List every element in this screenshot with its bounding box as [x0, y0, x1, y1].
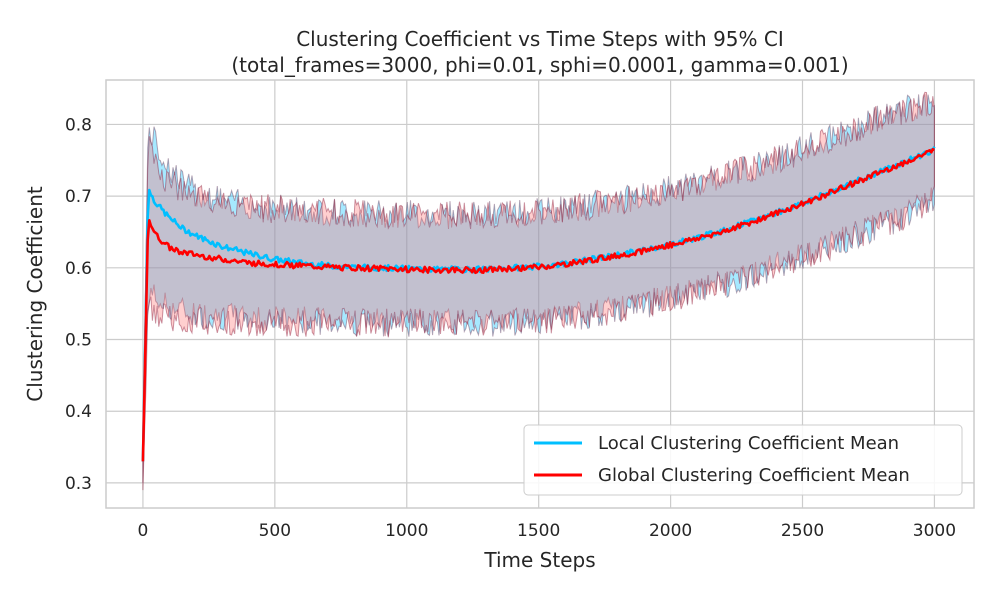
x-tick-label: 2500 — [781, 521, 824, 541]
ci-band-global — [142, 91, 935, 491]
tick-labels: 0 500 1000 1500 2000 2500 3000 0.3 0.4 0.5 0.6 0.7 0… — [65, 115, 956, 541]
y-tick-label: 0.4 — [65, 402, 92, 422]
grid — [106, 80, 974, 508]
x-tick-label: 3000 — [913, 521, 956, 541]
y-tick-label: 0.5 — [65, 331, 92, 351]
ci-band-local — [142, 94, 935, 483]
series-line-global — [141, 147, 935, 462]
legend-label-global: Global Clustering Coefficient Mean — [598, 465, 910, 486]
legend-box — [523, 424, 963, 496]
x-tick-label: 2000 — [649, 521, 692, 541]
y-tick-label: 0.8 — [65, 115, 92, 135]
x-tick-label: 500 — [259, 521, 291, 541]
x-tick-label: 0 — [138, 521, 149, 541]
y-tick-label: 0.3 — [65, 474, 92, 494]
x-axis-label: Time Steps — [483, 548, 595, 572]
legend-label-local: Local Clustering Coefficient Mean — [598, 433, 899, 454]
x-tick-label: 1000 — [385, 521, 428, 541]
y-axis-label: Clustering Coefficient — [23, 186, 47, 402]
chart-title: Clustering Coefficient vs Time Steps wit… — [296, 27, 784, 51]
y-tick-label: 0.7 — [65, 187, 92, 207]
chart-subtitle: (total_frames=3000, phi=0.01, sphi=0.000… — [231, 53, 848, 77]
series-lines — [141, 146, 936, 462]
y-tick-label: 0.6 — [65, 259, 92, 279]
x-tick-label: 1500 — [517, 521, 560, 541]
plot-frame — [105, 79, 975, 509]
legend: Local Clustering Coefficient Mean Global… — [523, 424, 963, 496]
confidence-bands — [142, 91, 935, 491]
